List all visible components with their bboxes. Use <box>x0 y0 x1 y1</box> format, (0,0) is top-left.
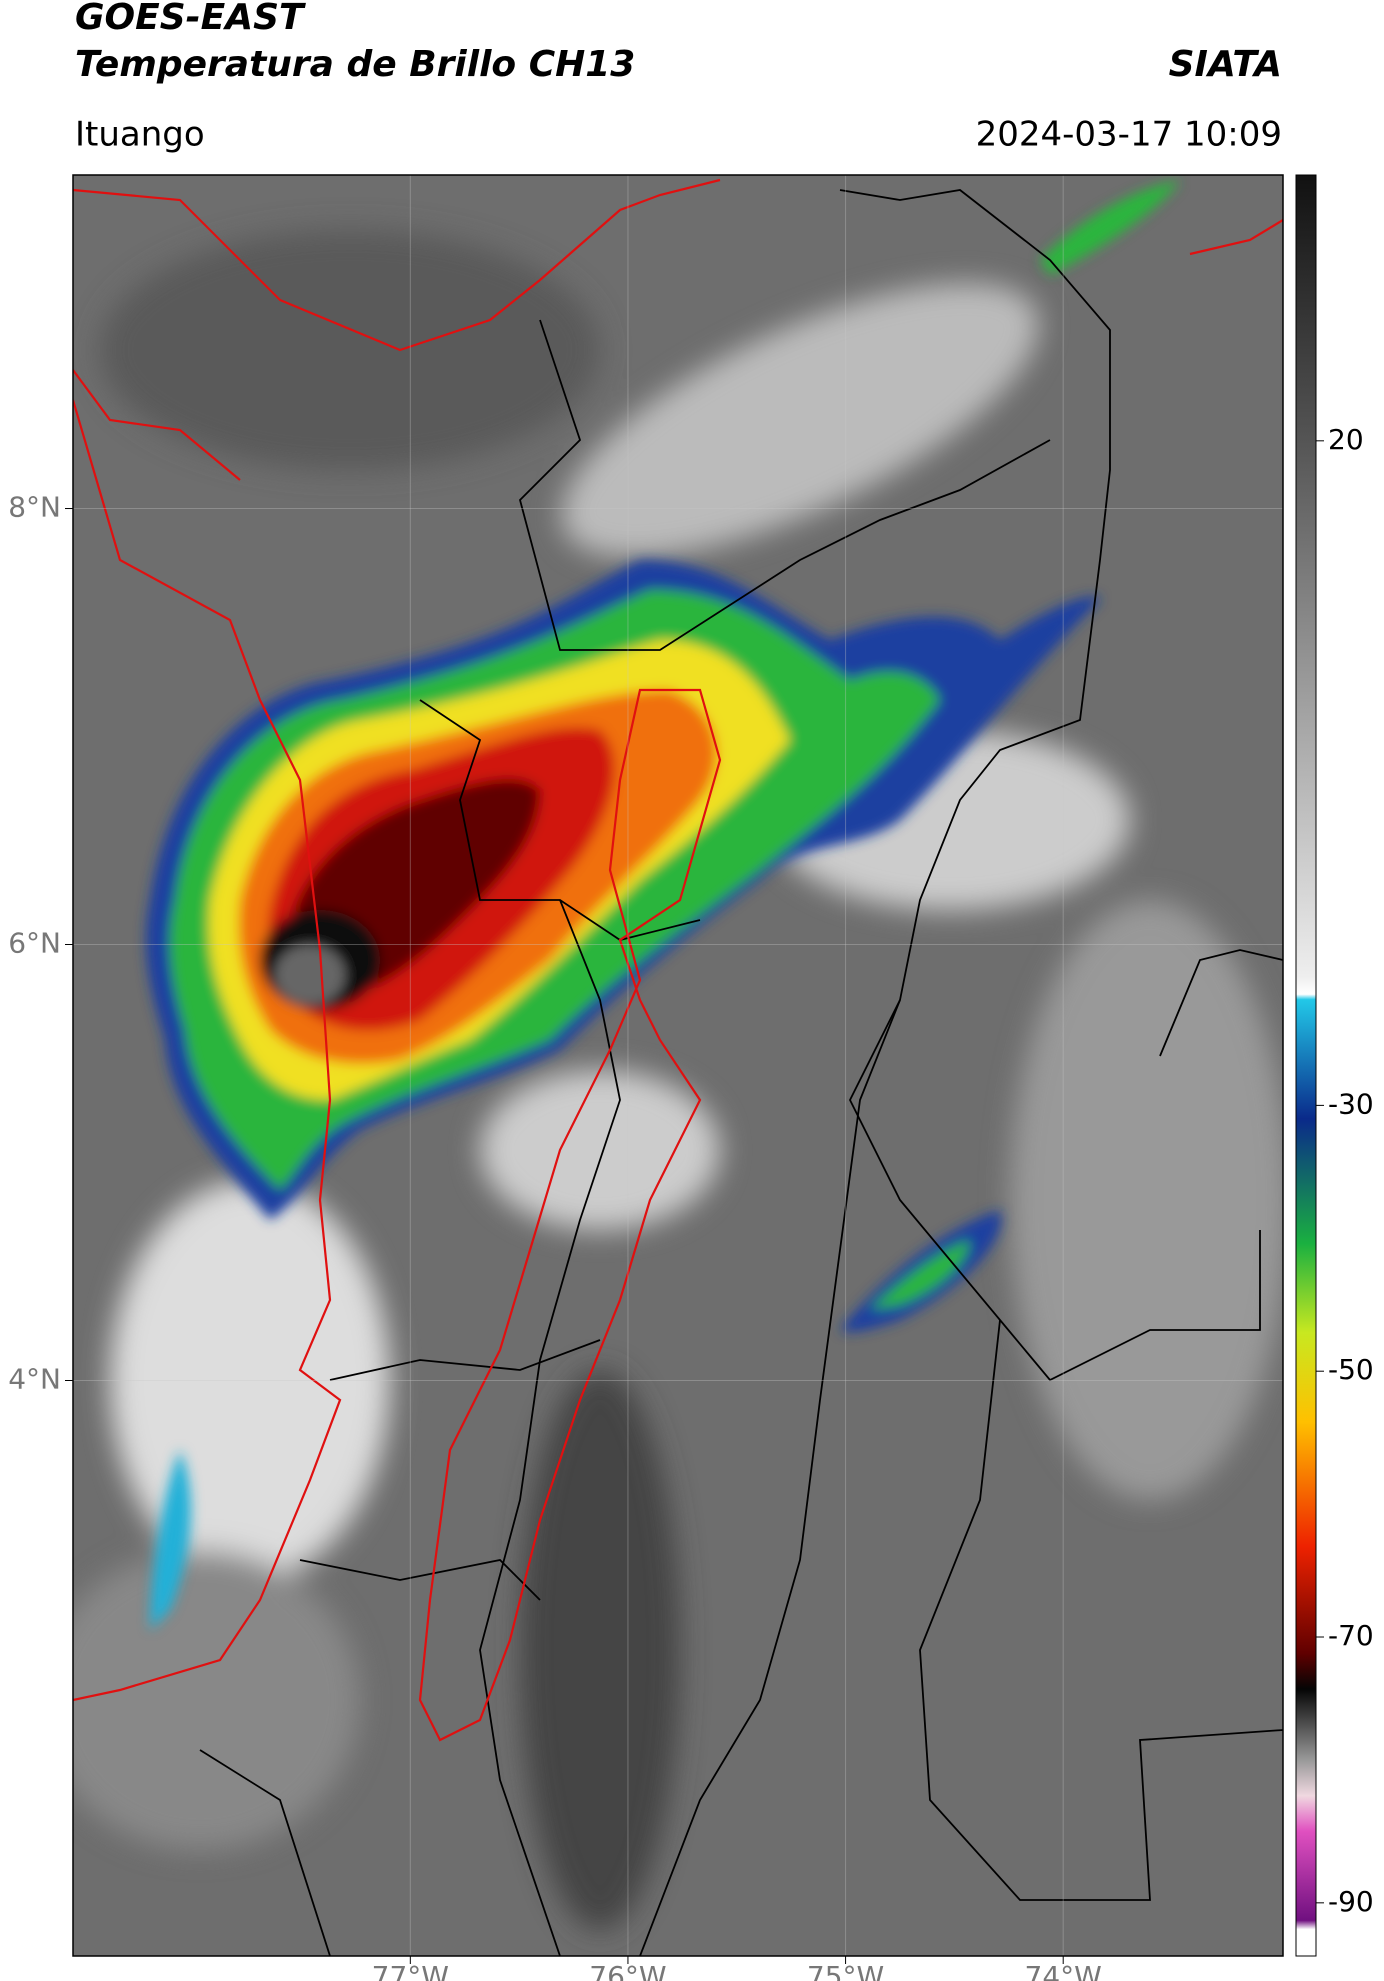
x-tick-label: 75°W <box>807 1960 884 1981</box>
colorbar-tick-label: -70 <box>1328 1619 1374 1652</box>
axes: 77°W 76°W 75°W 74°W 8°N 6°N 4°N 20 -30 -50 -70 -90 <box>8 423 1374 1981</box>
satellite-image <box>73 175 1283 1956</box>
agency: SIATA <box>1169 44 1282 85</box>
x-tick-label: 74°W <box>1025 1960 1102 1981</box>
map-frame <box>72 174 1284 1957</box>
satellite-title: GOES-EAST <box>75 0 306 38</box>
y-tick-label: 4°N <box>8 1362 61 1395</box>
x-tick-label: 77°W <box>372 1960 449 1981</box>
colorbar-tick-label: -90 <box>1328 1885 1374 1918</box>
y-tick-label: 6°N <box>8 927 61 960</box>
graticule <box>73 175 1283 1956</box>
colorbar-tick-label: 20 <box>1328 423 1364 456</box>
colorbar <box>1295 174 1317 1957</box>
y-tick-label: 8°N <box>8 491 61 524</box>
product-title: Temperatura de Brillo CH13 <box>75 44 635 85</box>
colorbar-tick-label: -30 <box>1328 1087 1374 1120</box>
location: Ituango <box>75 115 205 155</box>
x-tick-label: 76°W <box>589 1960 666 1981</box>
datetime: 2024-03-17 10:09 <box>976 115 1282 155</box>
colorbar-tick-label: -50 <box>1328 1353 1374 1386</box>
